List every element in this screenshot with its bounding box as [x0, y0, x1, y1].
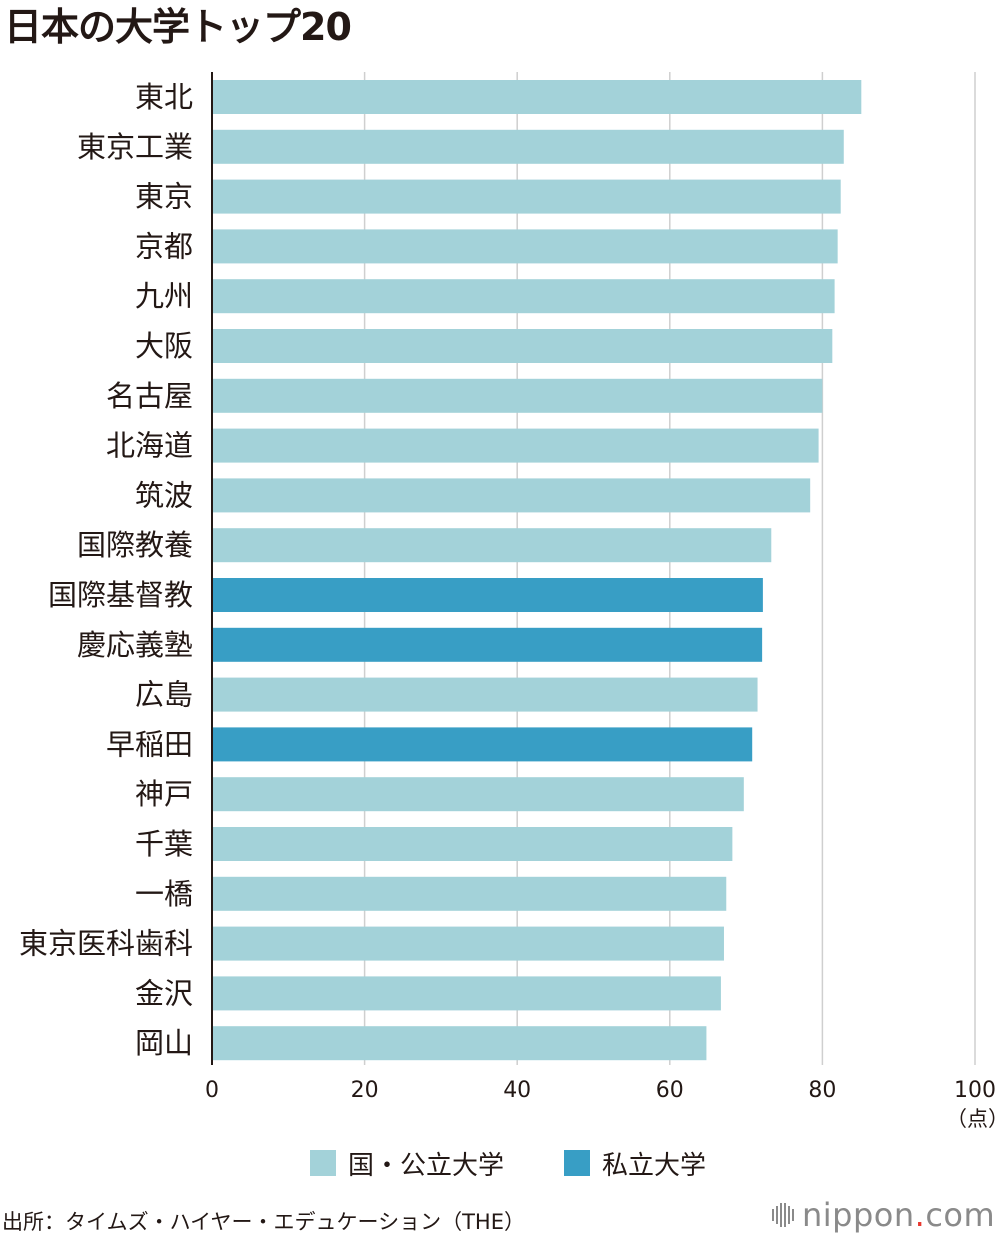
- bar-1: [213, 80, 862, 114]
- category-label-3: 東京: [135, 180, 193, 214]
- category-label-14: 早稲田: [106, 727, 193, 761]
- bar-5: [213, 279, 835, 314]
- bar-2: [213, 129, 844, 164]
- category-label-13: 広島: [135, 678, 193, 712]
- category-label-11: 国際基督教: [48, 578, 193, 612]
- logo-name: nippon: [802, 1196, 915, 1234]
- bar-13: [213, 677, 758, 712]
- bar-18: [213, 926, 724, 961]
- bar-14: [213, 727, 753, 762]
- x-tick-label-100: 100: [954, 1078, 996, 1103]
- bar-6: [213, 329, 833, 363]
- category-label-15: 神戸: [135, 777, 193, 811]
- category-label-19: 金沢: [135, 976, 193, 1010]
- bar-7: [213, 378, 823, 413]
- x-tick-label-80: 80: [808, 1078, 836, 1103]
- legend-label-private: 私立大学: [602, 1150, 707, 1181]
- nippon-com-logo: nippon.com: [772, 1193, 995, 1237]
- bar-11: [213, 578, 763, 612]
- bar-12: [213, 627, 763, 662]
- x-tick-labels: 0 20 40 60 80 100: [205, 1078, 996, 1103]
- category-label-20: 岡山: [135, 1026, 193, 1060]
- category-labels: 東北東京工業東京京都九州大阪名古屋北海道筑波国際教養国際基督教慶応義塾広島早稲田…: [19, 80, 193, 1060]
- logo-suffix: com: [925, 1196, 996, 1234]
- logo-mark-icon: [772, 1203, 794, 1227]
- category-label-7: 名古屋: [106, 379, 193, 413]
- legend-label-national-public: 国・公立大学: [348, 1150, 505, 1181]
- chart-title: 日本の大学トップ20: [4, 5, 352, 49]
- bar-15: [213, 777, 744, 812]
- source-note: 出所：タイムズ・ハイヤー・エデュケーション（THE）: [2, 1210, 525, 1234]
- legend: 国・公立大学 私立大学: [0, 1143, 1000, 1183]
- logo-text: nippon.com: [802, 1196, 995, 1234]
- logo-dot: .: [914, 1196, 926, 1234]
- category-label-6: 大阪: [135, 329, 193, 363]
- bar-chart: 東北東京工業東京京都九州大阪名古屋北海道筑波国際教養国際基督教慶応義塾広島早稲田…: [19, 72, 996, 1103]
- grid-lines: [363, 72, 976, 1065]
- x-tick-label-40: 40: [503, 1078, 531, 1103]
- bar-8: [213, 428, 819, 463]
- x-tick-label-20: 20: [351, 1078, 379, 1103]
- category-label-1: 東北: [135, 80, 193, 114]
- unit-label: （点）: [946, 1107, 1000, 1131]
- category-label-2: 東京工業: [77, 130, 193, 164]
- bar-17: [213, 876, 727, 911]
- category-label-9: 筑波: [135, 478, 193, 512]
- category-label-5: 九州: [135, 279, 193, 313]
- category-label-18: 東京医科歯科: [19, 927, 193, 961]
- category-label-8: 北海道: [106, 429, 193, 463]
- bar-9: [213, 478, 811, 513]
- x-tick-label-0: 0: [205, 1078, 219, 1103]
- category-label-4: 京都: [135, 229, 193, 263]
- bar-20: [213, 1026, 707, 1061]
- bar-16: [213, 827, 733, 861]
- x-tick-label-60: 60: [656, 1078, 684, 1103]
- bars: [213, 80, 862, 1061]
- category-label-12: 慶応義塾: [77, 628, 193, 662]
- legend-item-private: 私立大学: [564, 1143, 706, 1183]
- legend-item-national-public: 国・公立大学: [310, 1143, 504, 1183]
- bar-4: [213, 229, 838, 264]
- legend-swatch-national-public: [310, 1150, 336, 1176]
- category-label-17: 一橋: [135, 877, 193, 911]
- category-label-16: 千葉: [135, 827, 193, 861]
- bar-19: [213, 976, 721, 1011]
- category-label-10: 国際教養: [77, 528, 193, 562]
- bar-10: [213, 528, 772, 563]
- legend-swatch-private: [564, 1150, 590, 1176]
- bar-3: [213, 179, 841, 214]
